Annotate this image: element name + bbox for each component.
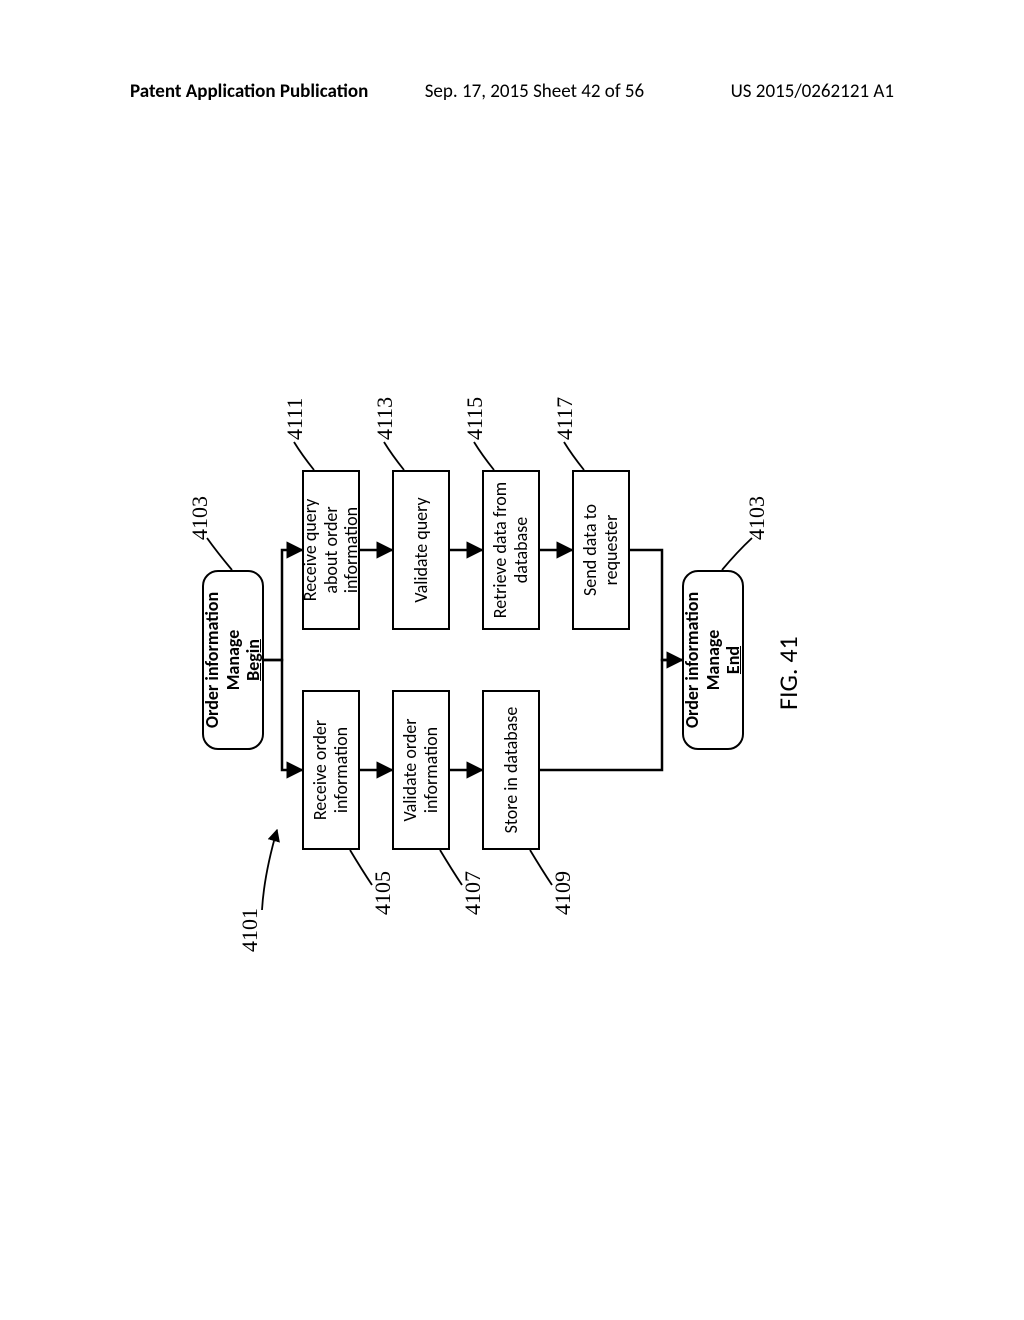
terminal-begin: Order information Manage Begin: [202, 570, 264, 750]
terminal-end-title: Order information: [681, 592, 703, 728]
process-4109: Store in database: [482, 690, 540, 850]
leader-4117: [564, 442, 584, 470]
ref-4113: 4113: [372, 397, 398, 440]
ref-4101: 4101: [237, 908, 263, 952]
process-4107-label: Validate order information: [400, 698, 441, 842]
process-4117-label: Send data to requester: [580, 478, 621, 622]
figure-label: FIG. 41: [772, 636, 804, 710]
process-4109-label: Store in database: [501, 707, 522, 834]
terminal-end: Order information Manage End: [682, 570, 744, 750]
header-center: Sep. 17, 2015 Sheet 42 of 56: [425, 80, 644, 103]
leader-4109: [530, 850, 552, 885]
process-4115-label: Retrieve data from database: [490, 478, 531, 622]
ref-4117: 4117: [552, 397, 578, 440]
leader-4111: [294, 442, 314, 470]
process-4115: Retrieve data from database: [482, 470, 540, 630]
page-header: Patent Application Publication Sep. 17, …: [0, 80, 1024, 103]
leader-4107: [440, 850, 462, 885]
leader-4101: [262, 830, 277, 910]
process-4113-label: Validate query: [411, 497, 432, 602]
leader-4115: [474, 442, 494, 470]
leader-4113: [384, 442, 404, 470]
header-left: Patent Application Publication: [130, 80, 368, 103]
edge-begin-to-4111: [264, 550, 302, 660]
terminal-begin-line2: Manage: [222, 630, 244, 691]
process-4117: Send data to requester: [572, 470, 630, 630]
flowchart: Order information Manage Begin 4103 Rece…: [202, 350, 822, 970]
edge-4117-to-end: [630, 550, 682, 660]
ref-4111: 4111: [282, 398, 308, 440]
process-4105: Receive order information: [302, 690, 360, 850]
header-right: US 2015/0262121 A1: [731, 80, 894, 103]
process-4107: Validate order information: [392, 690, 450, 850]
terminal-end-line2: Manage: [702, 630, 724, 691]
ref-4109: 4109: [550, 871, 576, 915]
ref-4103-end: 4103: [744, 496, 770, 540]
process-4111: Receive query about order information: [302, 470, 360, 630]
edge-4109-to-end: [540, 660, 682, 770]
ref-4115: 4115: [462, 397, 488, 440]
terminal-end-line3: End: [722, 646, 744, 674]
leader-4105: [350, 850, 372, 885]
edge-begin-to-4105: [264, 660, 302, 770]
terminal-begin-line3: Begin: [242, 639, 264, 681]
ref-4105: 4105: [370, 871, 396, 915]
leader-4103-end: [722, 538, 752, 570]
process-4113: Validate query: [392, 470, 450, 630]
ref-4107: 4107: [460, 871, 486, 915]
ref-4103-begin: 4103: [187, 496, 213, 540]
process-4105-label: Receive order information: [310, 698, 351, 842]
terminal-begin-title: Order information: [201, 592, 223, 728]
process-4111-label: Receive query about order information: [300, 478, 362, 622]
leader-4103-begin: [207, 538, 232, 570]
